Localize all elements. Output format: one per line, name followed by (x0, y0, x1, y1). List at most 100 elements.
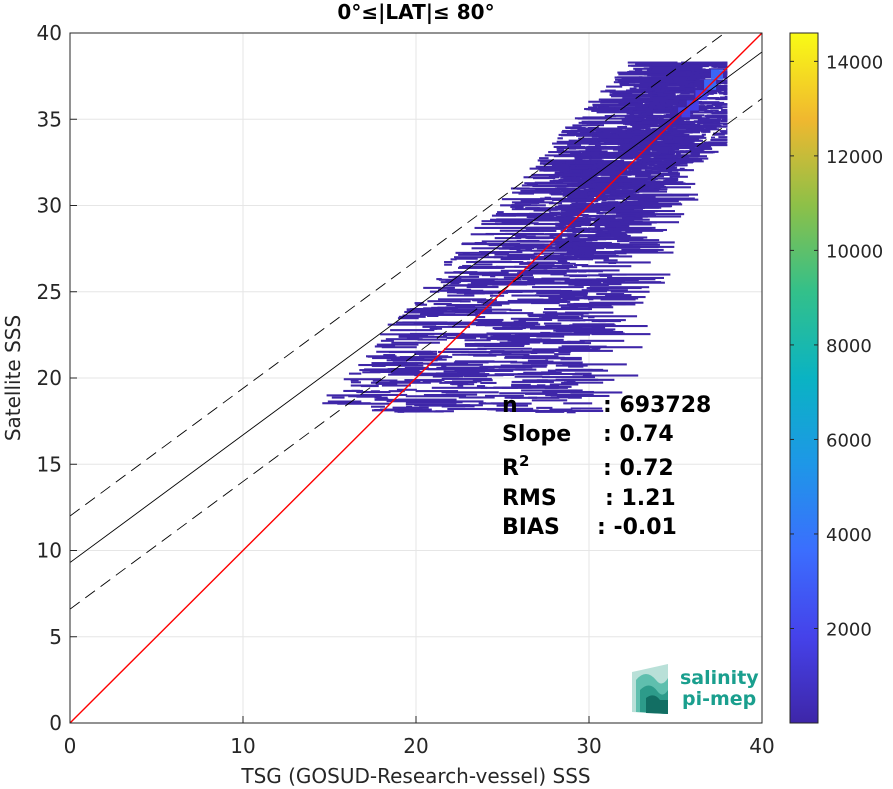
scatter-core (671, 168, 687, 172)
scatter-core (640, 130, 663, 133)
scatter-core (726, 125, 728, 128)
scatter-core (571, 167, 589, 170)
scatter-core (626, 129, 634, 132)
scatter-streak (389, 380, 421, 383)
scatter-streak (569, 275, 588, 278)
scatter-streak (481, 240, 538, 243)
scatter-streak (501, 198, 559, 201)
scatter-streak (376, 350, 432, 353)
scatter-core (554, 208, 561, 211)
scatter-core (604, 177, 616, 180)
scatter-streak (579, 339, 625, 342)
scatter-core (638, 124, 649, 127)
scatter-streak (544, 389, 583, 392)
scatter-core (586, 178, 603, 181)
scatter-streak (494, 327, 523, 330)
scatter-core (697, 120, 712, 123)
scatter-core (706, 104, 714, 107)
scatter-core (614, 154, 630, 157)
scatter-core (693, 88, 712, 91)
density-cell (660, 121, 673, 132)
scatter-streak (470, 233, 495, 236)
scatter-core (617, 125, 628, 129)
scatter-core (563, 212, 576, 215)
logo-line2: pi-mep (682, 688, 756, 710)
scatter-core (636, 127, 645, 130)
scatter-streak (437, 306, 478, 309)
scatter-core (656, 151, 669, 154)
scatter-core (723, 93, 728, 96)
scatter-streak (585, 346, 643, 349)
scatter-core (615, 182, 629, 185)
scatter-core (660, 160, 672, 163)
scatter-streak (539, 317, 584, 320)
scatter-core (657, 93, 676, 96)
y-tick-label: 5 (49, 625, 62, 649)
scatter-streak (525, 227, 566, 230)
scatter-core (693, 120, 701, 123)
scatter-streak (546, 325, 600, 328)
scatter-streak (512, 351, 555, 354)
scatter-streak (526, 226, 576, 229)
scatter-core (623, 206, 645, 210)
scatter-streak (523, 176, 560, 179)
scatter-core (685, 128, 692, 131)
scatter-streak (606, 231, 643, 234)
scatter-core (567, 189, 574, 192)
scatter-core (648, 106, 663, 109)
scatter-core (647, 175, 653, 179)
scatter-streak (475, 315, 486, 319)
scatter-core (698, 64, 718, 67)
scatter-core (592, 140, 599, 143)
scatter-streak (577, 185, 636, 188)
scatter-core (715, 98, 728, 101)
scatter-core (614, 187, 629, 190)
scatter-streak (629, 87, 637, 90)
scatter-core (676, 121, 693, 124)
scatter-core (624, 200, 645, 203)
scatter-streak (623, 239, 660, 242)
scatter-core (560, 176, 577, 179)
scatter-core (609, 223, 629, 226)
scatter-core (672, 162, 683, 165)
scatter-core (678, 161, 688, 165)
scatter-streak (500, 373, 515, 376)
scatter-core (586, 149, 591, 152)
scatter-streak (640, 205, 671, 208)
scatter-core (635, 142, 649, 145)
scatter-streak (626, 155, 655, 158)
scatter-core (569, 235, 579, 238)
scatter-streak (410, 332, 465, 335)
scatter-streak (377, 369, 420, 372)
scatter-core (584, 210, 601, 213)
scatter-streak (562, 129, 595, 133)
scatter-streak (644, 198, 699, 201)
scatter-core (617, 218, 641, 221)
scatter-streak (447, 294, 475, 297)
scatter-streak (490, 408, 524, 411)
scatter-core (621, 119, 643, 122)
scatter-streak (415, 390, 459, 393)
scatter-core (687, 159, 703, 162)
scatter-core (556, 258, 566, 261)
scatter-core (574, 221, 591, 224)
x-axis-label: TSG (GOSUD-Research-vessel) SSS (240, 764, 590, 788)
scatter-core (597, 147, 614, 150)
scatter-streak (638, 197, 695, 200)
scatter-core (637, 100, 655, 103)
scatter-core (719, 111, 728, 114)
scatter-streak (416, 308, 422, 311)
scatter-streak (414, 302, 424, 305)
scatter-core (599, 152, 605, 155)
x-tick-label: 10 (230, 734, 255, 758)
scatter-streak (397, 317, 419, 320)
scatter-streak (510, 409, 552, 412)
scatter-streak (604, 233, 622, 236)
scatter-core (655, 118, 678, 121)
density-cell (711, 69, 724, 80)
scatter-core (647, 133, 651, 136)
scatter-core (602, 209, 609, 212)
scatter-core (639, 132, 654, 135)
scatter-streak (651, 64, 704, 67)
scatter-streak (561, 345, 590, 348)
